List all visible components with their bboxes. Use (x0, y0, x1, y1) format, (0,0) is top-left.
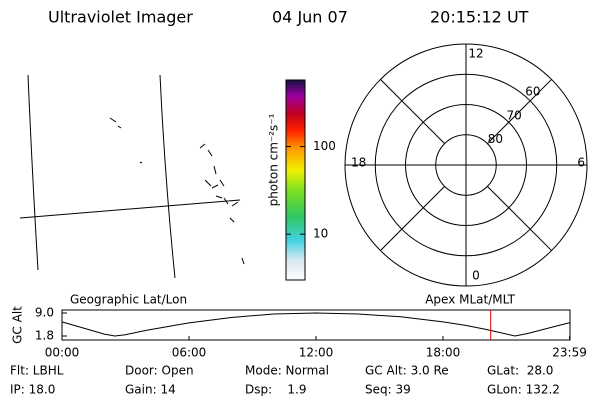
title: Ultraviolet Imager (48, 8, 193, 27)
axis (487, 79, 552, 144)
mlt-label: 6 (577, 156, 585, 170)
tick-label: 100 (313, 139, 336, 153)
right-label: Apex MLat/MLT (425, 293, 515, 307)
y-tick-label: 9.0 (35, 306, 54, 320)
info-text: IP: 18.0 (10, 383, 55, 397)
ring (435, 134, 497, 196)
axis (380, 79, 445, 144)
info-text: GC Alt: 3.0 Re (365, 364, 449, 378)
ring-label: 80 (488, 132, 503, 146)
y-tick-label: 1.8 (35, 329, 54, 343)
info-text: Mode: Normal (245, 364, 329, 378)
left-label: Geographic Lat/Lon (70, 293, 187, 307)
altitude-frame (61, 309, 571, 341)
map (19, 74, 245, 279)
ring (374, 73, 558, 257)
x-tick-label: 18:00 (426, 346, 461, 360)
time: 20:15:12 UT (430, 8, 529, 27)
x-tick-label: 23:59 (552, 346, 587, 360)
info-text: Gain: 14 (125, 383, 176, 397)
y-label: GC Alt (11, 306, 25, 344)
info-text: Seq: 39 (365, 383, 411, 397)
info-text: GLat: 28.0 (487, 364, 553, 378)
mlt-label: 18 (351, 156, 366, 170)
x-tick-label: 06:00 (172, 346, 207, 360)
ring-label: 70 (507, 108, 522, 122)
date: 04 Jun 07 (272, 8, 348, 27)
mlt-label: 0 (472, 269, 480, 283)
axis (487, 186, 552, 251)
info-text: Flt: LBHL (10, 364, 64, 378)
axis (380, 186, 445, 251)
altitude-curve (61, 312, 571, 337)
mlt-label: 12 (468, 47, 483, 61)
ring-label: 60 (525, 85, 540, 99)
ring (405, 104, 527, 226)
x-tick-label: 00:00 (45, 346, 80, 360)
colorbar (285, 79, 306, 281)
info-text: Dsp: 1.9 (245, 383, 307, 397)
tick-label: 10 (313, 227, 328, 241)
info-text: GLon: 132.2 (487, 383, 560, 397)
x-tick-label: 12:00 (299, 346, 334, 360)
info-text: Door: Open (125, 364, 194, 378)
colorbar-label: photon cm⁻²s⁻¹ (267, 113, 281, 206)
